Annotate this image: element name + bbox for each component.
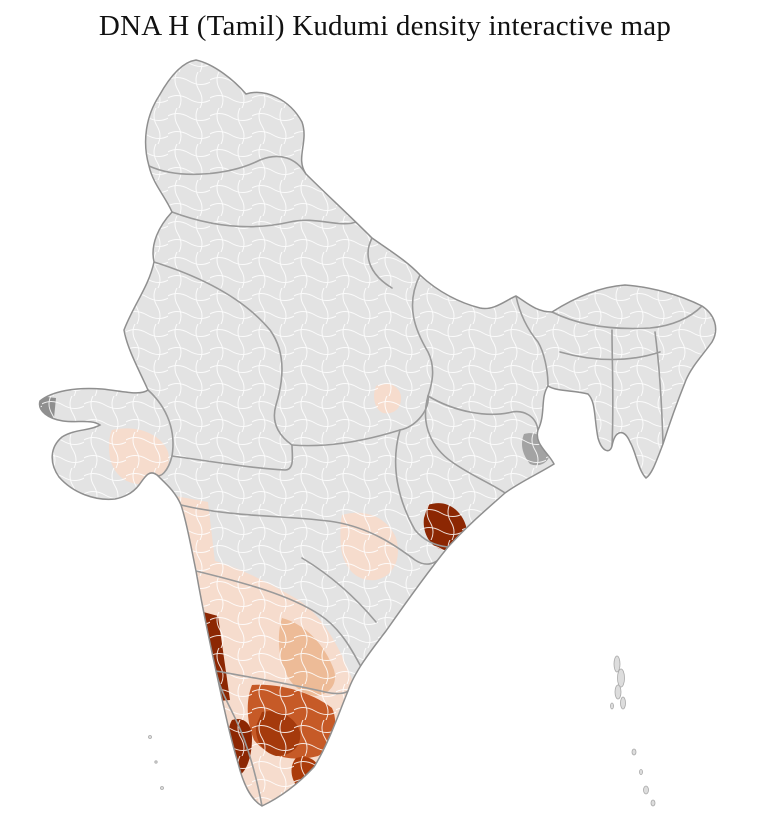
andaman-nicobar-islands [610,655,656,807]
map-title: DNA H (Tamil) Kudumi density interactive… [98,10,672,42]
state-borders [147,155,703,806]
lakshadweep-islands [148,735,164,790]
